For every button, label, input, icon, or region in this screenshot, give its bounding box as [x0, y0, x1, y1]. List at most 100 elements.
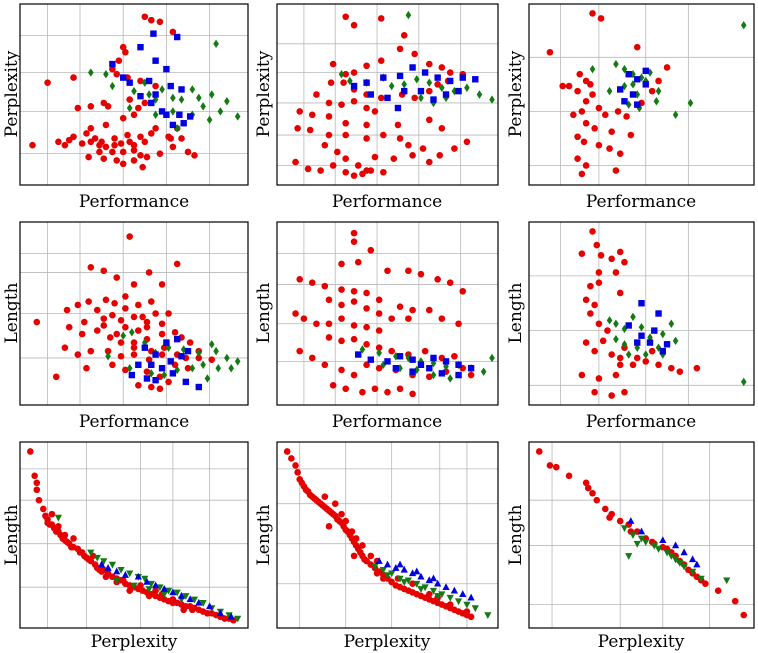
panel-6-red-point-23 [633, 354, 641, 362]
panel-1-red-point-38 [130, 141, 138, 149]
panel-5-blue-point-4 [409, 356, 416, 363]
panel-1-red-point-1 [147, 16, 155, 24]
panel-2-red-point-43 [363, 135, 370, 142]
panel-5-red-point-52 [350, 371, 358, 379]
panel-2-red-point-36 [394, 121, 402, 129]
panel-6-red-point-7 [612, 269, 620, 276]
panel-4-green-point-15 [126, 364, 133, 373]
panel-7-red-point-5 [39, 505, 47, 513]
panel-7-green-point-20 [113, 577, 121, 585]
panel-2-red-point-10 [411, 50, 418, 58]
panel-4-red-point-63 [109, 361, 116, 369]
panel-4-blue-point-3 [178, 353, 185, 360]
panel-4-green-point-18 [174, 365, 180, 375]
panel-8-red-point-66 [352, 535, 360, 542]
panel-1-red-point-66 [135, 104, 142, 112]
panel-4-green-point-11 [200, 360, 206, 369]
panel-3-red-point-33 [612, 167, 620, 174]
panel-2-ylabel: Perplexity [254, 50, 274, 137]
panel-2-green-point-1 [338, 70, 345, 79]
panel-8-green-point-16 [417, 586, 425, 593]
panel-8-blue-point-2 [392, 564, 400, 571]
panel-1-red-point-62 [165, 133, 172, 141]
panel-2-xlabel: Performance [332, 192, 442, 212]
panel-6-red-point-15 [595, 320, 603, 328]
panel-2-red-point-65 [350, 172, 358, 179]
panel-2-red-point-7 [363, 62, 370, 70]
panel-4-red-point-68 [135, 382, 142, 389]
panel-7-green-point-8 [141, 575, 149, 583]
panel-1-red-point-27 [137, 133, 144, 141]
panel-8-red-point-64 [338, 510, 345, 518]
panel-1-red-point-34 [102, 143, 110, 151]
panel-2-red-point-57 [390, 155, 398, 163]
panel-4-red-point-11 [122, 305, 129, 312]
panel-3-red-point-32 [582, 162, 590, 169]
panel-4-blue-point-5 [152, 351, 159, 358]
panel-9-ylabel: Length [506, 504, 526, 565]
panel-1-blue-point-11 [137, 92, 144, 100]
panel-2-red-point-8 [377, 57, 385, 64]
panel-8-blue-point-0 [375, 557, 383, 564]
panel-7-red-point-72 [137, 582, 144, 589]
panel-4-red-point-2 [87, 264, 95, 271]
panel-8-green-point-15 [400, 579, 408, 586]
panel-2-red-point-9 [396, 45, 404, 53]
panel-5-red-point-24 [338, 301, 345, 309]
panel-9-blue-point-2 [659, 536, 667, 544]
panel-5-red-point-54 [375, 364, 383, 372]
panel-5-red-point-49 [308, 354, 316, 362]
panel-6-red-point-12 [582, 296, 590, 304]
panel-5-blue-point-10 [392, 365, 400, 372]
panel-5-red-point-17 [375, 296, 383, 304]
panel-1-green-point-19 [206, 115, 213, 125]
panel-1-red-point-58 [113, 157, 121, 164]
panel-2-grid [277, 4, 498, 185]
panel-8-green-point-17 [434, 593, 442, 600]
panel-3-red-point-34 [578, 170, 586, 178]
panel-1-blue-point-16 [176, 111, 183, 118]
panel-5-green-point-0 [359, 345, 366, 354]
panel-8-green-point-11 [463, 601, 471, 609]
panel-1-blue-point-14 [158, 108, 166, 115]
panel-3-green-point-14 [636, 103, 643, 113]
panel-7-red-point-73 [145, 592, 153, 600]
panel-1-blue-point-2 [137, 43, 144, 51]
panel-2-red-point-58 [409, 152, 416, 159]
panel-1-red-point-49 [184, 148, 192, 156]
panel-8-green-point-1 [379, 567, 387, 574]
panel-2-green-point-12 [476, 90, 483, 99]
panel-4-green-point-9 [224, 353, 230, 363]
panel-1-red-point-13 [44, 79, 51, 86]
panel-8-red-point-73 [373, 569, 381, 577]
panel-9-frame [528, 441, 755, 629]
panel-3-blue-point-0 [625, 71, 632, 78]
panel-8-blue-point-6 [425, 576, 433, 584]
panel-9-red-point-22 [740, 611, 748, 619]
panel-2-blue-point-5 [434, 74, 441, 81]
panel-2-green-point-6 [401, 80, 408, 89]
panel-5-red-point-26 [363, 305, 370, 312]
panel-4-blue-point-15 [195, 383, 202, 391]
panel-3-red-point-24 [608, 128, 615, 135]
panel-7-green-point-14 [190, 596, 199, 604]
panel-4-blue-point-14 [182, 378, 190, 386]
panel-7-green-point-4 [108, 561, 116, 569]
panel-6-frame [528, 221, 755, 406]
panel-8-blue-point-4 [408, 569, 417, 577]
panel-8-green-point-2 [388, 570, 396, 578]
panel-7-blue-point-9 [177, 591, 186, 599]
panel-2-red-point-3 [400, 32, 408, 39]
panel-1-red-point-65 [126, 96, 133, 103]
panel-7-green-point-22 [145, 586, 153, 593]
panel-5-red-point-19 [409, 306, 416, 314]
panel-8-blue-point-13 [413, 567, 421, 575]
panel-6-red-point-18 [582, 339, 590, 346]
panel-1-red-point-56 [96, 148, 103, 156]
panel-4-red-point-13 [147, 298, 155, 305]
panel-9-red-point-3 [565, 472, 573, 480]
panel-3-red-point-5 [576, 70, 584, 78]
panel-5-blue-point-14 [455, 371, 462, 379]
panel-7-red-point-74 [152, 587, 159, 594]
panel-3-blue-point-5 [642, 81, 649, 88]
